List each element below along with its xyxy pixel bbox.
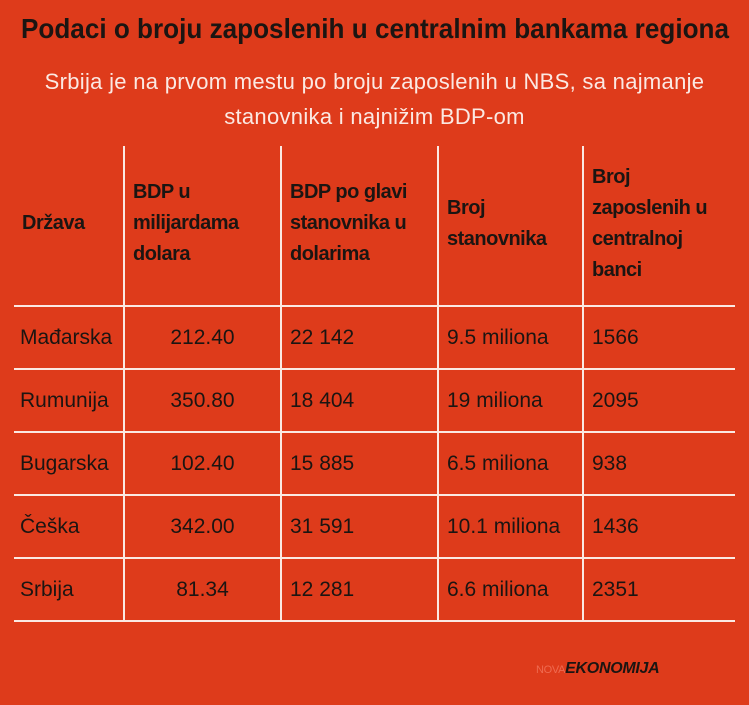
column-header: Država (14, 146, 124, 307)
table-cell: 6.6 miliona (437, 558, 583, 622)
table-cell: 22 142 (280, 306, 438, 370)
table-cell: 1566 (582, 306, 735, 370)
table-cell: 19 miliona (437, 369, 583, 433)
subtitle: Srbija je na prvom mestu po broju zaposl… (44, 69, 705, 129)
table-cell: Srbija (14, 558, 124, 622)
table-cell: Češka (14, 495, 124, 559)
table-cell: Mađarska (14, 306, 124, 370)
data-table: Država BDP u milijardama dolara BDP po gla… (14, 146, 735, 622)
column-header: Broj zaposlenih u centralnoj banci (582, 146, 735, 307)
table-row: Srbija 81.34 12 281 6.6 miliona 2351 (14, 558, 735, 622)
table-cell: 102.40 (123, 432, 281, 496)
table-cell: 212.40 (123, 306, 281, 370)
table-cell: 10.1 miliona (437, 495, 583, 559)
table-cell: 938 (582, 432, 735, 496)
table-cell: 81.34 (123, 558, 281, 622)
column-header: BDP po glavi stanovnika u dolarima (280, 146, 438, 307)
table-cell: Bugarska (14, 432, 124, 496)
column-header: Broj stanovnika (437, 146, 583, 307)
table-cell: 350.80 (123, 369, 281, 433)
table-cell: 6.5 miliona (437, 432, 583, 496)
table-cell: Rumunija (14, 369, 124, 433)
logo-name: EKONOMIJA (565, 660, 660, 677)
table-cell: 31 591 (280, 495, 438, 559)
table-cell: 2351 (582, 558, 735, 622)
table-row: Češka 342.00 31 591 10.1 miliona 1436 (14, 495, 735, 559)
table-row: Rumunija 350.80 18 404 19 miliona 2095 (14, 369, 735, 433)
table-body: Mađarska 212.40 22 142 9.5 miliona 1566 Rumun… (14, 306, 735, 622)
table-cell: 1436 (582, 495, 735, 559)
table-cell: 18 404 (280, 369, 438, 433)
table-cell: 9.5 miliona (437, 306, 583, 370)
table-row: Bugarska 102.40 15 885 6.5 miliona 938 (14, 432, 735, 496)
table-cell: 12 281 (280, 558, 438, 622)
table-cell: 15 885 (280, 432, 438, 496)
logo-prefix: NOVA (536, 664, 566, 676)
column-header: BDP u milijardama dolara (123, 146, 281, 307)
table-row: Mađarska 212.40 22 142 9.5 miliona 1566 (14, 306, 735, 370)
header-row: Država BDP u milijardama dolara BDP po gla… (14, 146, 735, 307)
table-cell: 342.00 (123, 495, 281, 559)
logo: NOVAEKONOMIJA (536, 660, 660, 678)
title-box: Podaci o broju zaposlenih u centralnim b… (21, 13, 729, 44)
title: Podaci o broju zaposlenih u centralnim b… (21, 13, 729, 44)
table-cell: 2095 (582, 369, 735, 433)
